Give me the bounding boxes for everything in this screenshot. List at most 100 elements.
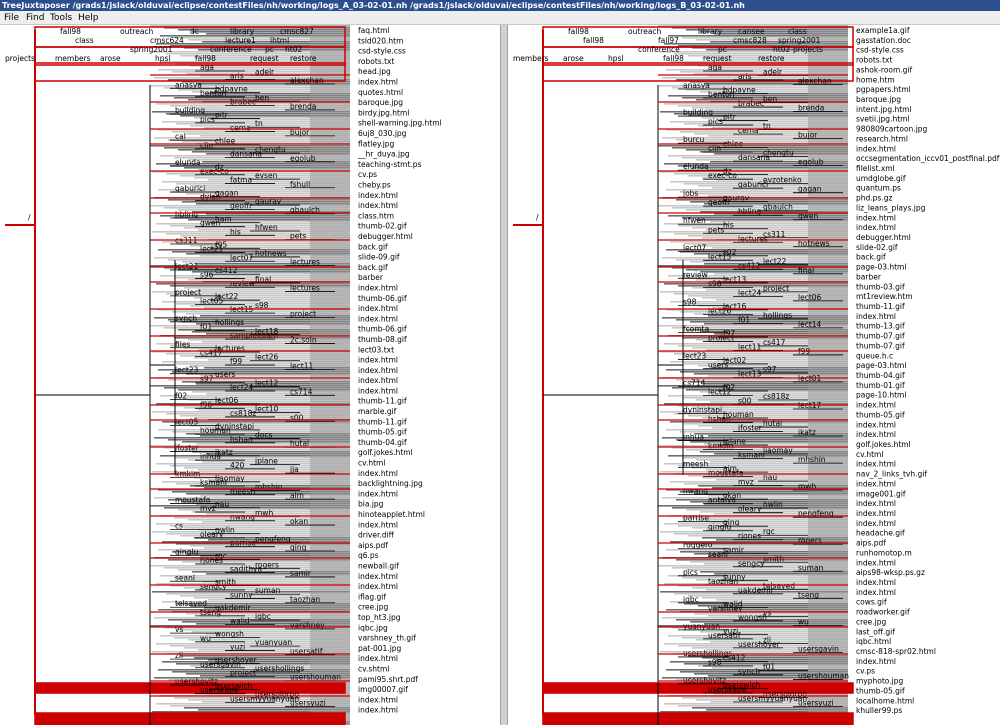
node-label: ksmani (738, 451, 765, 460)
leaf-band-row (174, 37, 350, 39)
menu-find[interactable]: Find (26, 13, 45, 23)
leaf-band-row (700, 511, 848, 513)
leaf-band-row (160, 95, 350, 97)
leaf-band-row (698, 245, 848, 247)
leaf-band-row (662, 617, 848, 619)
leaf-filename: thumb-05.gif (856, 686, 905, 695)
node-label: liaomay (215, 474, 245, 483)
leaf-band-row (660, 291, 848, 293)
leaf-band-row (150, 565, 350, 567)
leaf-band-row (198, 349, 350, 351)
node-label: brenda (798, 104, 824, 113)
node-label: lect22 (763, 257, 787, 266)
node-label: seanl (708, 550, 728, 559)
leaf-band-row (682, 457, 848, 459)
leaf-band-row (682, 337, 848, 339)
leaf-filename: birdy.jpg.html (358, 108, 409, 117)
panel-divider[interactable] (500, 25, 508, 725)
node-label: gbaulch (763, 203, 793, 212)
leaf-band-row (676, 379, 848, 381)
node-label: cs (175, 521, 183, 530)
node-label: suman (255, 586, 281, 595)
leaf-band-row (674, 173, 848, 175)
leaf-band-row (666, 369, 848, 371)
leaf-band-row (676, 319, 848, 321)
leaf-band-row (180, 475, 350, 477)
node-label: gaurav (255, 197, 282, 206)
leaf-band-row (194, 657, 350, 659)
menu-tools[interactable]: Tools (50, 13, 73, 23)
node-label: jfoster (174, 444, 200, 453)
leaf-filename: iqbc.jpg (358, 623, 388, 632)
leaf-filename: index.html (358, 314, 398, 323)
node-label: lect16 (723, 302, 747, 311)
node-label: userswich (723, 680, 761, 689)
node-label: 420 (230, 461, 245, 470)
leaf-band-row (182, 381, 350, 383)
leaf-band-row (662, 77, 848, 79)
leaf-filename: index.html (856, 420, 896, 429)
leaf-band-row (700, 31, 848, 33)
node-label: fshull (290, 180, 310, 189)
leaf-band-row (696, 279, 848, 281)
leaf-band-row (692, 47, 848, 49)
leaf-band-row (194, 237, 350, 239)
right-tree-panel[interactable]: / fall98 outreach library cansee class fall98 f… (508, 25, 1000, 725)
leaf-band-row (202, 341, 350, 343)
leaf-filename: cv.ps (358, 170, 377, 179)
node-label: telsayed (175, 599, 207, 608)
leaf-band-row (716, 179, 848, 181)
node-label: cema (738, 126, 759, 135)
leaf-band-row (158, 69, 350, 71)
leaf-band-row (716, 299, 848, 301)
node-label: brenda (290, 102, 316, 111)
leaf-band-row (708, 615, 848, 617)
leaf-band-row (678, 525, 848, 527)
leaf-band-row (664, 403, 848, 405)
leaf-band-row (682, 577, 848, 579)
leaf-filename: index.html (856, 657, 896, 666)
leaf-filename: index.html (856, 460, 896, 469)
leaf-band-row (166, 593, 350, 595)
node-label: sunny (230, 591, 253, 600)
leaf-band-row (168, 679, 350, 681)
node-label: s00 (290, 413, 304, 422)
leaf-band-row (198, 229, 350, 231)
leaf-band-row (696, 579, 848, 581)
node-label: tseng (798, 590, 819, 599)
leaf-band-row (154, 257, 350, 259)
leaf-band-row (666, 429, 848, 431)
node-label: lect24 (738, 288, 762, 297)
leaf-band-row (712, 307, 848, 309)
leaf-band-row (156, 43, 350, 45)
menu-file[interactable]: File (4, 13, 20, 23)
node-label: wongsh (215, 629, 244, 638)
leaf-band-row (716, 359, 848, 361)
node-label: aga (708, 63, 722, 72)
leaf-band-row (206, 333, 350, 335)
node-label: suman (798, 563, 824, 572)
leaf-band-row (156, 523, 350, 525)
leaf-band-row (702, 477, 848, 479)
left-tree-canvas[interactable]: / fall98 outreach dc library cmsc827 class cmsc… (0, 25, 500, 725)
node-label: usershollings (255, 664, 304, 673)
leaf-filename: thumb-04.gif (358, 438, 407, 447)
menu-help[interactable]: Help (78, 13, 99, 23)
leaf-band-row (664, 43, 848, 45)
leaf-filename: research.html (856, 134, 908, 143)
left-tree-panel[interactable]: / fall98 outreach dc library cmsc827 class cmsc… (0, 25, 500, 725)
leaf-band-row (190, 545, 350, 547)
node-label: taozhan (708, 577, 738, 586)
leaf-filename: thumb-11.gif (856, 302, 905, 311)
leaf-band-row (178, 89, 350, 91)
leaf-filename: baroque.jpg (358, 98, 403, 107)
leaf-band-row (164, 87, 350, 89)
leaf-band-row (180, 415, 350, 417)
node-label: gaburici (738, 180, 768, 189)
leaf-band-row (208, 479, 350, 481)
leaf-filename: thumb-11.gif (358, 397, 407, 406)
leaf-band-row (184, 407, 350, 409)
leaf-band-row (670, 421, 848, 423)
leaf-filename: nav_2_links_tvh.gif (856, 470, 927, 479)
